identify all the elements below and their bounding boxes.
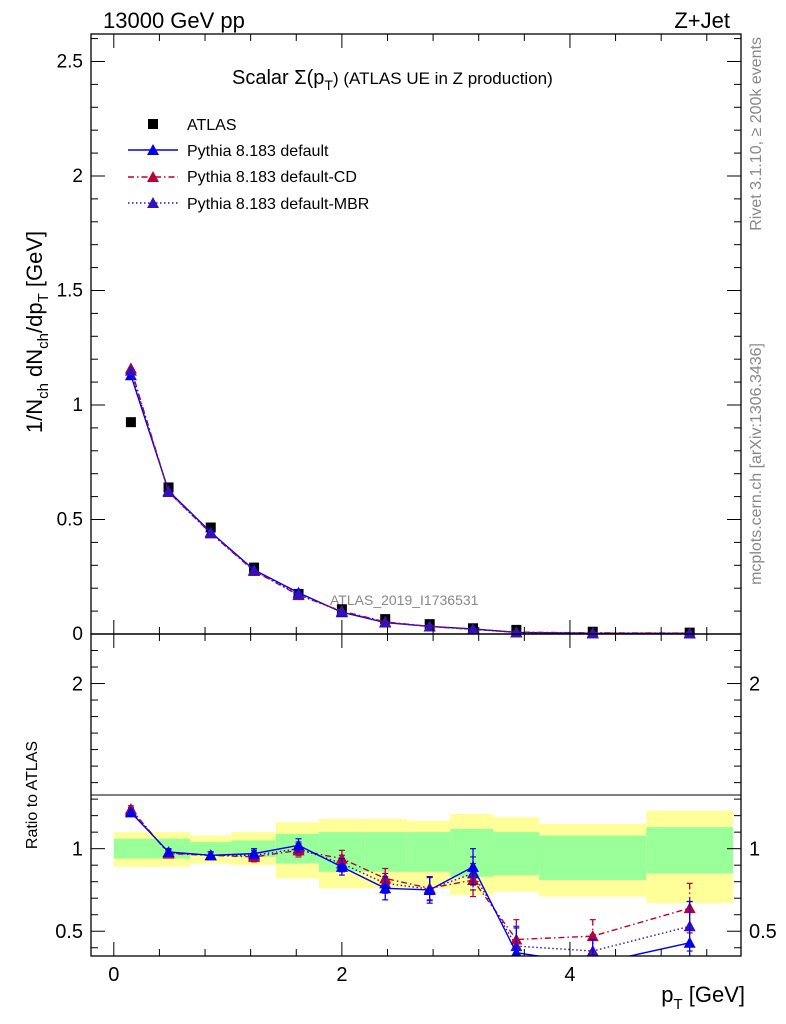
legend-marker-mbr [147,197,159,208]
legend-marker-cd [147,171,159,182]
plot-title: Scalar Σ(pT) (ATLAS UE in Z production) [232,67,553,93]
main-series-marker-3 [379,616,392,628]
ratio-series-line-1 [130,808,690,941]
legend-label-mbr: Pythia 8.183 default-MBR [187,196,369,213]
atlas-data-point [125,417,136,428]
title-suffix: ) (ATLAS UE in Z production) [333,69,553,88]
main-ytick-label: 0 [72,624,83,645]
ratio-series-line-0 [130,811,690,956]
main-ytick-label: 0.5 [57,509,83,530]
ratio-band-green [364,832,407,872]
ratio-ytick-label-right: 1 [749,839,760,861]
main-panel: 0 0.5 1 1.5 2 2.5 [57,33,742,645]
ratio-band-green [539,835,647,881]
main-series-marker-3 [124,364,137,376]
ratio-series-marker-0 [292,839,305,851]
ratio-series-marker-0 [335,860,348,872]
legend: ATLAS Pythia 8.183 default Pythia 8.183 … [128,117,369,213]
main-series-marker-3 [248,564,261,576]
legend-label-default: Pythia 8.183 default [187,143,329,160]
main-series-marker-3 [467,623,480,635]
ylabel-part-2: ch [35,383,52,399]
ratio-band-green [113,838,149,859]
main-series-marker-3 [162,486,175,498]
mcplots-label: mcplots.cern.ch [arXiv:1306.3436] [748,343,765,585]
main-series-marker-3 [204,527,217,539]
ratio-axis-layer: 0.5 0.5 1 1 2 2 0 2 4 [55,634,777,986]
main-ytick-label: 2.5 [57,51,83,72]
legend-marker-default [147,144,159,155]
rivet-label: Rivet 3.1.10, ≥ 200k events [748,37,765,231]
main-series-marker-3 [683,627,696,639]
ratio-series-marker-0 [248,847,261,859]
xlabel-part-3: [GeV] [683,982,745,1007]
header-right: Z+Jet [674,8,730,33]
main-series-marker-3 [335,605,348,617]
ratio-ytick-label-right: 0.5 [749,921,777,943]
ylabel-part-1: 1/N [22,399,47,433]
ratio-ylabel: Ratio to ATLAS [24,741,41,849]
main-ytick-label: 1.5 [57,280,83,301]
x-axis-label: pT [GeV] [661,982,745,1013]
ratio-series-line-2 [130,810,690,952]
ratio-ytick-label: 0.5 [55,921,83,943]
ratio-band-green [190,842,232,856]
ylabel-part-3: dN [22,349,47,383]
ylabel-part-6: T [35,293,52,302]
main-ytick-label: 2 [72,166,83,187]
main-ylabel: 1/Nch dNch/dpT [GeV] [22,231,52,433]
title-sub: T [324,77,333,93]
main-series-marker-3 [292,588,305,600]
ratio-series-marker-0 [683,936,696,948]
legend-marker-atlas [148,119,158,129]
ylabel-part-7: [GeV] [22,231,47,293]
ratio-xtick-label: 0 [108,964,119,986]
main-axis-layer: 0 0.5 1 1.5 2 2.5 [57,34,741,645]
main-series-marker-3 [586,627,599,639]
ratio-series-clipped [124,803,696,969]
ratio-series-marker-0 [467,860,480,872]
ratio-series-layer [124,803,696,969]
legend-label-atlas: ATLAS [187,117,237,134]
ratio-ytick-label: 2 [72,674,83,696]
ratio-panel: 0.5 0.5 1 1 2 2 0 2 4 [55,633,777,986]
ylabel-part-5: /dp [22,302,47,333]
header-left: 13000 GeV pp [103,8,245,33]
analysis-watermark: ATLAS_2019_I1736531 [330,592,479,608]
ratio-ytick-label-right: 2 [749,674,760,696]
main-ytick-label: 1 [72,395,83,416]
legend-label-cd: Pythia 8.183 default-CD [187,169,357,186]
ratio-ytick-label: 1 [72,839,83,861]
ylabel-part-4: ch [35,333,52,349]
ratio-band-green [493,832,540,876]
main-series-line-3 [130,370,690,635]
ratio-band-green [406,832,451,872]
xlabel-part-1: p [661,982,673,1007]
ratio-series-marker-1 [586,930,599,942]
ratio-xtick-label: 2 [336,964,347,986]
ratio-series-marker-0 [162,845,175,857]
xlabel-part-2: T [673,996,682,1013]
ratio-band-green [646,827,734,874]
ratio-series-marker-0 [379,882,392,894]
ratio-frame [90,633,742,957]
ratio-series-marker-0 [511,946,522,956]
title-prefix: Scalar Σ(p [232,67,324,89]
ratio-series-marker-0 [423,883,436,895]
ratio-series-marker-0 [587,958,599,969]
ratio-series-marker-0 [204,849,217,861]
ratio-series-marker-0 [124,806,137,818]
ratio-xtick-label: 4 [564,964,575,986]
